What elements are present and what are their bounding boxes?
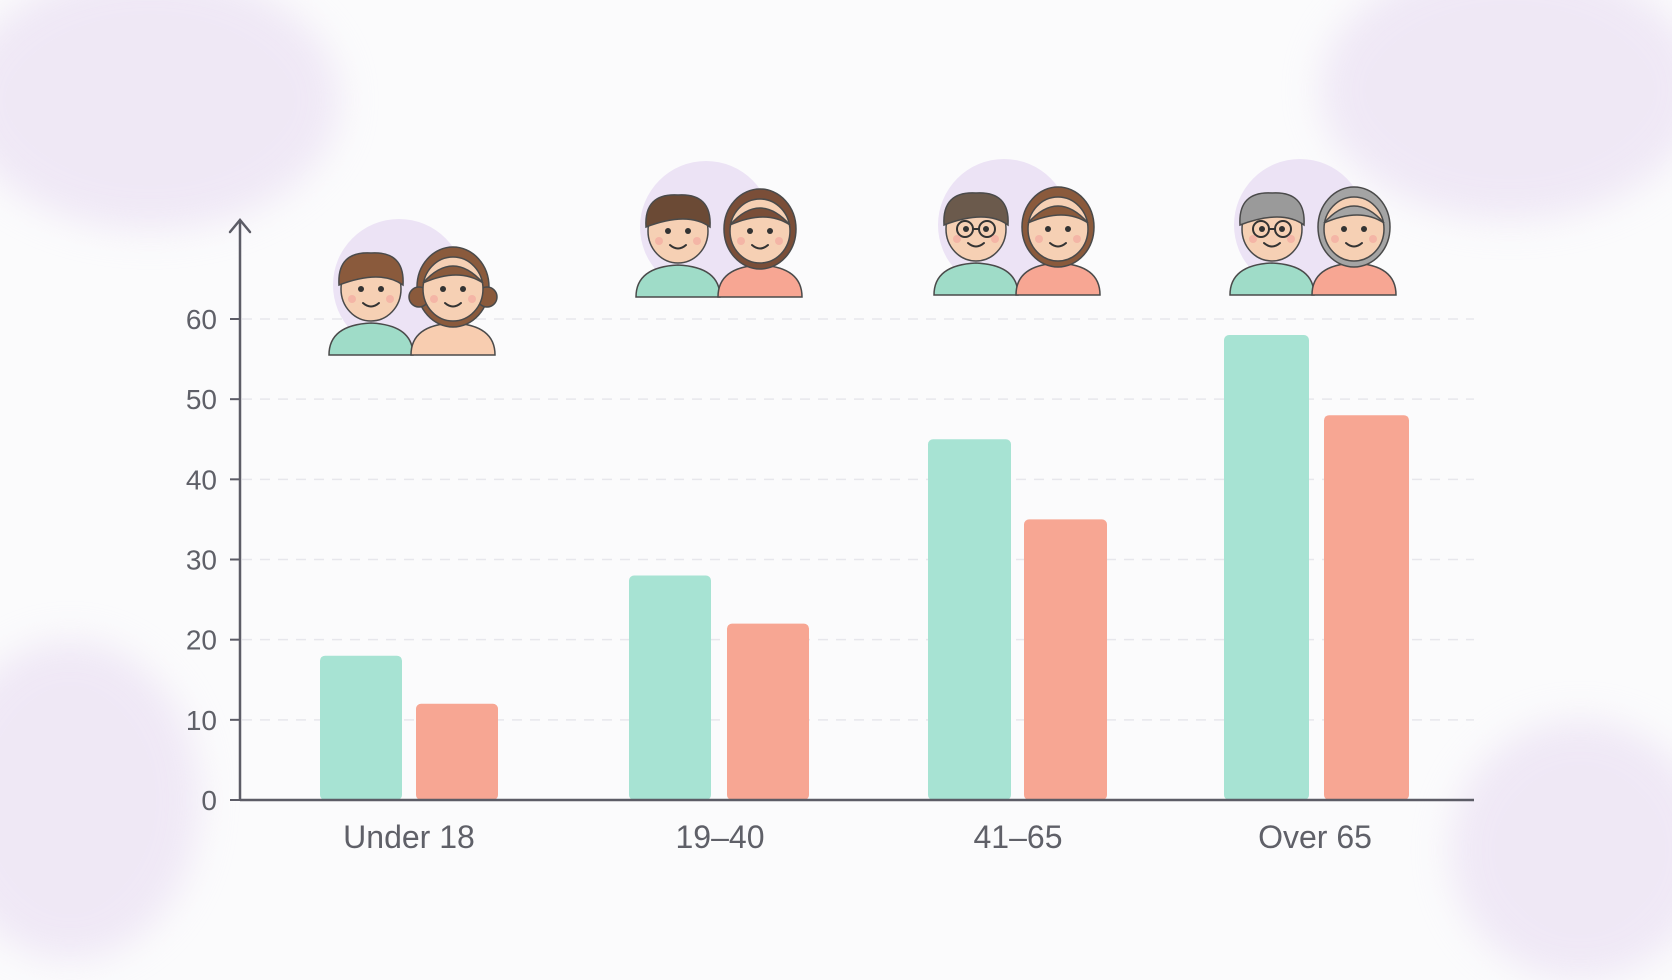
bar-series-2-41-65 xyxy=(1024,519,1107,800)
axes xyxy=(228,218,1474,802)
decorative-blob xyxy=(0,640,200,960)
bar-series-1-over-65 xyxy=(1224,335,1309,800)
y-tick-label: 50 xyxy=(186,384,217,415)
children-pair-icon xyxy=(328,219,498,356)
y-tick-label: 40 xyxy=(186,464,217,495)
young-adults-pair-icon xyxy=(635,161,803,298)
bar-series-1-19-40 xyxy=(629,575,711,800)
bars xyxy=(320,335,1409,800)
decorative-blob xyxy=(1320,0,1672,220)
decorative-blob xyxy=(1450,720,1672,980)
bar-series-1-under-18 xyxy=(320,655,402,800)
y-tick-label: 10 xyxy=(186,705,217,736)
y-tick-label: 20 xyxy=(186,625,217,656)
labels: 0 10 20 30 40 50 60 Under 18 19–40 41–65 Over 65 xyxy=(186,304,1372,855)
seniors-pair-icon xyxy=(1229,159,1397,296)
y-tick-label: 0 xyxy=(201,785,217,816)
bar-series-1-41-65 xyxy=(928,439,1011,800)
bar-chart: 0 10 20 30 40 50 60 Under 18 19–40 41–65 Over 65 xyxy=(186,159,1474,855)
x-tick-label: Under 18 xyxy=(343,819,475,855)
bar-series-2-19-40 xyxy=(727,623,809,800)
bar-series-2-over-65 xyxy=(1324,415,1409,800)
y-tick-label: 30 xyxy=(186,545,217,576)
middle-aged-pair-icon xyxy=(933,159,1101,296)
x-tick-label: 41–65 xyxy=(974,819,1063,855)
x-tick-label: 19–40 xyxy=(676,819,765,855)
bar-series-2-under-18 xyxy=(416,703,498,800)
x-tick-label: Over 65 xyxy=(1258,819,1372,855)
decorative-blob xyxy=(0,0,340,230)
category-icons xyxy=(328,159,1397,356)
y-tick-label: 60 xyxy=(186,304,217,335)
y-axis-arrow-icon xyxy=(228,218,252,234)
